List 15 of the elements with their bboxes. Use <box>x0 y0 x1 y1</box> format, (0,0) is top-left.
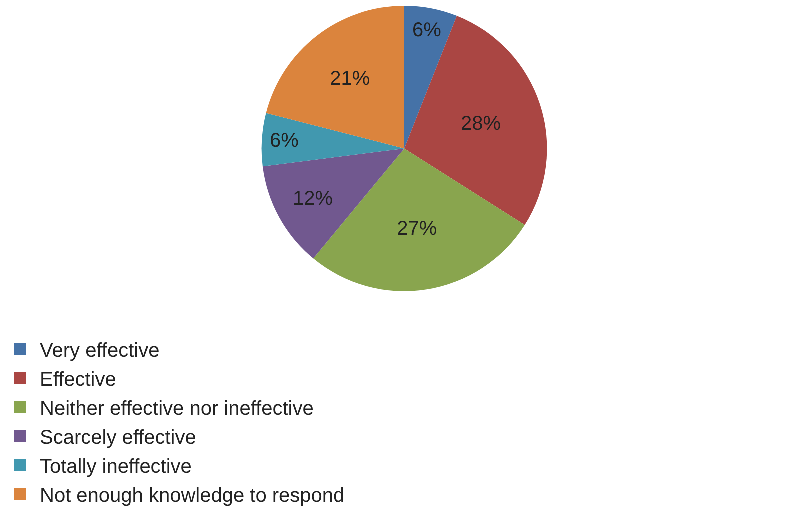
data-label: 6% <box>412 20 442 42</box>
pie-slice <box>266 6 404 149</box>
data-label: 6% <box>270 130 300 152</box>
data-label: 28% <box>461 112 502 135</box>
legend-label: Scarcely effective <box>40 427 196 450</box>
legend-label: Totally ineffective <box>40 456 192 478</box>
legend-label: Neither effective nor ineffective <box>40 398 314 420</box>
legend-label: Very effective <box>40 340 160 362</box>
data-label: 21% <box>330 68 370 90</box>
data-label: 27% <box>397 218 438 240</box>
legend-label: Effective <box>40 369 116 392</box>
pie-slice <box>262 113 404 167</box>
pie-slice <box>404 6 458 149</box>
data-label: 12% <box>292 188 334 210</box>
legend-label: Not enough knowledge to respond <box>40 485 345 508</box>
